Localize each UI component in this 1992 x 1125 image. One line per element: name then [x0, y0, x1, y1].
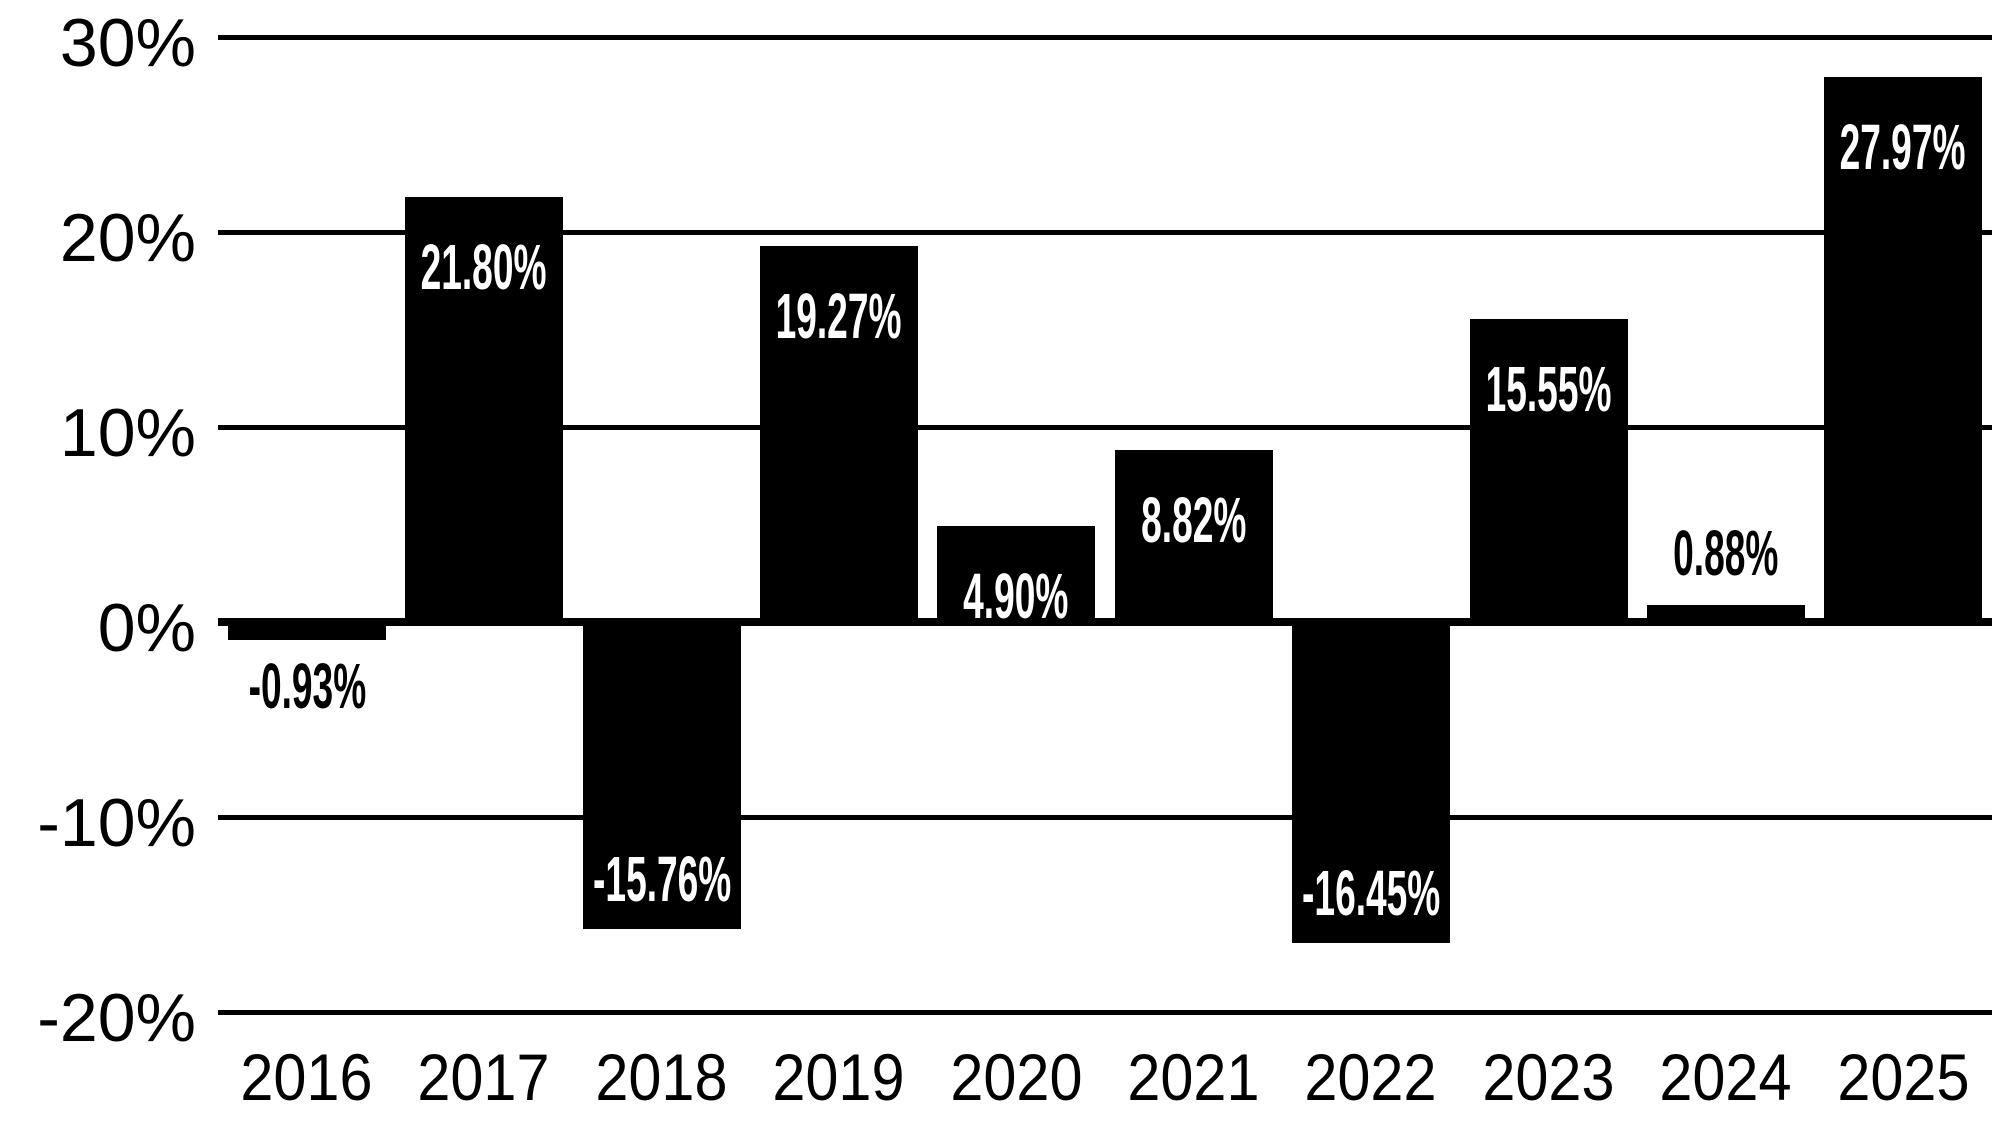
- x-tick-text: 2020: [950, 1040, 1083, 1114]
- x-tick-label-2019: 2019: [750, 1044, 927, 1110]
- bar-value-label: -15.76%: [583, 847, 741, 911]
- x-tick-label-2023: 2023: [1460, 1044, 1637, 1110]
- x-tick-label-2018: 2018: [573, 1044, 750, 1110]
- bar-value-label: 4.90%: [937, 564, 1095, 628]
- gridline: [218, 425, 1992, 430]
- bar-value-label: -0.93%: [228, 654, 386, 718]
- bar-2021: [1115, 450, 1273, 622]
- bar-value-label: 27.97%: [1824, 115, 1982, 179]
- x-tick-label-2021: 2021: [1105, 1044, 1282, 1110]
- x-tick-label-2020: 2020: [928, 1044, 1105, 1110]
- x-tick-label-2025: 2025: [1815, 1044, 1992, 1110]
- bar-2017: [405, 197, 563, 622]
- bar-2023: [1470, 319, 1628, 622]
- bar-value-text: -16.45%: [1301, 857, 1441, 929]
- x-tick-text: 2023: [1482, 1040, 1615, 1114]
- x-tick-text: 2022: [1304, 1040, 1437, 1114]
- y-tick-label: 10%: [59, 395, 196, 471]
- bar-2022: [1292, 622, 1450, 943]
- x-tick-text: 2021: [1127, 1040, 1260, 1114]
- bar-value-text: 21.80%: [421, 231, 547, 303]
- bar-2019: [760, 246, 918, 622]
- bar-value-label: -16.45%: [1292, 861, 1450, 925]
- x-tick-text: 2024: [1659, 1040, 1792, 1114]
- bar-value-text: 19.27%: [776, 280, 902, 352]
- gridline: [218, 35, 1992, 40]
- x-tick-label-2016: 2016: [218, 1044, 395, 1110]
- gridline: [218, 230, 1992, 235]
- bar-value-text: -15.76%: [592, 843, 732, 915]
- x-tick-label-2017: 2017: [395, 1044, 572, 1110]
- y-tick-label: -20%: [37, 980, 196, 1056]
- bar-value-text: 15.55%: [1486, 353, 1612, 425]
- bar-value-text: 4.90%: [963, 560, 1069, 632]
- bar-value-text: 27.97%: [1840, 111, 1966, 183]
- bar-value-label: 19.27%: [760, 284, 918, 348]
- y-tick-label: 30%: [59, 5, 196, 81]
- x-tick-label-2022: 2022: [1282, 1044, 1459, 1110]
- bar-value-text: 0.88%: [1673, 517, 1779, 589]
- bar-value-label: 15.55%: [1470, 357, 1628, 421]
- bar-value-label: 0.88%: [1647, 521, 1805, 585]
- y-tick-label: 0%: [97, 590, 196, 666]
- gridline: [218, 1010, 1992, 1015]
- zero-axis-line: [218, 618, 1992, 626]
- y-tick-label: -10%: [37, 785, 196, 861]
- x-tick-text: 2018: [595, 1040, 728, 1114]
- bar-2018: [583, 622, 741, 929]
- bar-value-label: 8.82%: [1115, 488, 1273, 552]
- bar-value-label: 21.80%: [405, 235, 563, 299]
- x-tick-text: 2025: [1837, 1040, 1970, 1114]
- bar-2024: [1647, 605, 1805, 622]
- bar-value-text: -0.93%: [248, 650, 366, 722]
- y-tick-label: 20%: [59, 200, 196, 276]
- x-tick-text: 2016: [240, 1040, 373, 1114]
- x-tick-text: 2017: [417, 1040, 550, 1114]
- bar-2016: [228, 622, 386, 640]
- x-tick-label-2024: 2024: [1637, 1044, 1814, 1110]
- gridline: [218, 815, 1992, 820]
- x-tick-text: 2019: [772, 1040, 905, 1114]
- bar-2020: [937, 526, 1095, 622]
- bar-value-text: 8.82%: [1141, 484, 1247, 556]
- bar-2025: [1824, 77, 1982, 622]
